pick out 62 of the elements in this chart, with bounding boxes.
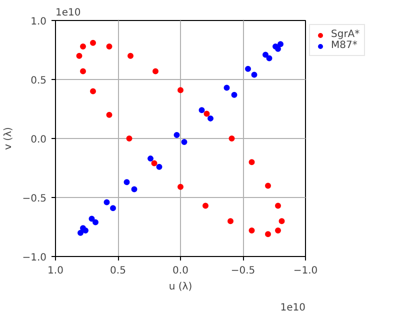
point <box>202 202 208 209</box>
x-tick-label: −0.5 <box>230 266 256 276</box>
point <box>228 136 235 142</box>
y-tick-label: −0.5 <box>22 194 47 204</box>
point <box>80 43 86 50</box>
point <box>124 179 130 186</box>
legend-label: SgrA* <box>331 29 360 40</box>
y-tick-label: 0.5 <box>30 76 47 86</box>
x-axis-title: u (λ) <box>168 282 192 292</box>
point <box>208 115 214 122</box>
point <box>265 231 271 238</box>
point <box>106 43 112 50</box>
y-tick-label: −1.0 <box>22 252 47 264</box>
text: 1e10 <box>280 302 306 314</box>
point <box>156 164 162 170</box>
point <box>80 68 86 74</box>
point <box>228 218 234 224</box>
point <box>152 68 158 74</box>
point <box>78 230 84 236</box>
y-tick-label: 1.0 <box>30 16 47 28</box>
point <box>126 136 132 142</box>
point <box>198 107 205 114</box>
point <box>204 110 210 117</box>
point <box>76 52 82 59</box>
point <box>151 160 158 166</box>
point <box>278 218 285 224</box>
x-tick-label: 0.0 <box>172 266 188 276</box>
point <box>275 228 281 234</box>
point <box>278 41 284 48</box>
x-tick-label: −1.0 <box>293 266 318 276</box>
point <box>251 72 258 78</box>
point <box>262 52 268 58</box>
point <box>82 228 88 234</box>
point <box>106 112 112 118</box>
legend-label: M87* <box>331 40 358 51</box>
point <box>245 66 251 72</box>
point <box>148 156 154 162</box>
point <box>275 46 281 52</box>
point <box>174 132 180 138</box>
y-axis-title: v (λ) <box>3 126 14 150</box>
point <box>131 186 138 192</box>
point <box>178 184 184 190</box>
point <box>110 205 116 212</box>
point <box>224 84 230 91</box>
point <box>128 52 134 59</box>
point <box>90 88 96 94</box>
point <box>265 182 271 189</box>
y-tick-label: 0.0 <box>30 134 47 146</box>
point <box>88 216 95 222</box>
point <box>90 40 96 46</box>
point <box>231 92 238 98</box>
point <box>104 199 110 206</box>
point <box>248 228 255 234</box>
point <box>248 159 255 166</box>
point <box>266 55 272 62</box>
x-tick-label: 0.5 <box>110 266 126 276</box>
text: 1e10 <box>56 8 81 18</box>
x-tick-label: 1.0 <box>48 266 64 276</box>
point <box>275 202 281 209</box>
point <box>178 87 184 94</box>
point <box>181 139 188 146</box>
point <box>92 219 98 226</box>
